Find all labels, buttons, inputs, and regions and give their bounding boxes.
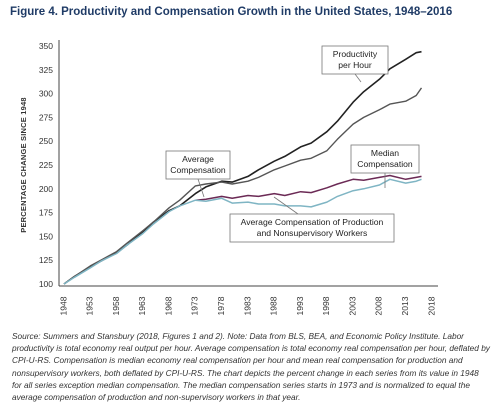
annotation-box — [321, 45, 389, 75]
chart-axes — [58, 40, 438, 287]
y-tick-label: 100 — [39, 279, 53, 289]
x-tick-label: 1958 — [111, 296, 121, 315]
y-tick-label: 300 — [39, 89, 53, 99]
x-tick-label: 2018 — [426, 296, 436, 315]
y-tick-label: 350 — [39, 41, 53, 51]
annotation-label: Compensation — [357, 159, 413, 169]
annotation-box — [350, 144, 420, 174]
series-line-2 — [63, 87, 423, 285]
annotation-label: Median — [371, 148, 399, 158]
annotation-label: Productivity — [333, 49, 378, 59]
x-tick-label: 1988 — [269, 296, 279, 315]
x-tick-label: 1953 — [85, 296, 95, 315]
annotation-label: Compensation — [170, 165, 226, 175]
x-tick-label: 2013 — [400, 296, 410, 315]
series-line-4 — [63, 178, 422, 285]
y-tick-label: 225 — [39, 160, 53, 170]
annotation-box — [229, 213, 395, 243]
annotation-box — [165, 150, 231, 180]
y-tick-label: 200 — [39, 184, 53, 194]
x-tick-label: 1973 — [190, 296, 200, 315]
annotation-leader-line — [354, 73, 362, 83]
annotation-leader-line — [273, 196, 299, 215]
source-note: Source: Summers and Stansbury (2018, Fig… — [12, 331, 490, 403]
y-axis-label: PERCENTAGE CHANGE SINCE 1948 — [19, 97, 28, 233]
y-tick-label: 175 — [39, 208, 53, 218]
annotation-label: and Nonsupervisory Workers — [257, 228, 368, 238]
figure-title: Figure 4. Productivity and Compensation … — [10, 6, 453, 18]
y-tick-label: 275 — [39, 112, 53, 122]
annotation-label: per Hour — [338, 60, 372, 70]
x-tick-label: 1983 — [242, 296, 252, 315]
x-tick-label: 1963 — [137, 296, 147, 315]
y-tick-label: 325 — [39, 65, 53, 75]
annotation-leader-line — [197, 178, 205, 198]
annotation-label: Average Compensation of Production — [241, 217, 384, 227]
series-lines — [63, 50, 423, 285]
y-tick-labels: 100 125 150 175 200 225 250 275 300 325 350 — [39, 41, 53, 289]
x-tick-labels: 1948 1953 1958 1963 1968 1973 1978 1983 1988 1993… — [58, 296, 436, 315]
x-tick-label: 1948 — [58, 296, 68, 315]
y-tick-label: 150 — [39, 231, 53, 241]
x-tick-label: 2003 — [347, 296, 357, 315]
x-tick-label: 1998 — [321, 296, 331, 315]
x-tick-label: 2008 — [374, 296, 384, 315]
y-tick-label: 250 — [39, 136, 53, 146]
annotation-label: Average — [182, 154, 214, 164]
y-tick-label: 125 — [39, 255, 53, 265]
x-tick-label: 1978 — [216, 296, 226, 315]
series-line-3 — [195, 174, 422, 201]
x-tick-label: 1968 — [163, 296, 173, 315]
x-tick-label: 1993 — [295, 296, 305, 315]
